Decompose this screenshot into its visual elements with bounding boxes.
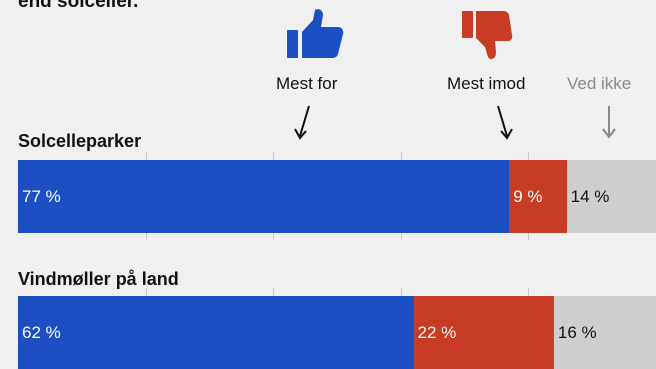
- bar-row-vindmoller: 62 % 22 % 16 %: [18, 296, 656, 369]
- data-label-unknown: 14 %: [570, 186, 610, 206]
- data-label-against: 22 %: [417, 322, 457, 342]
- legend-label-for: Mest for: [276, 74, 338, 93]
- bar-segment-for: 77 %: [18, 160, 510, 233]
- data-label-for: 77 %: [22, 186, 61, 206]
- data-label-unknown: 16 %: [557, 322, 597, 342]
- bar-segment-against: 9 %: [509, 160, 567, 233]
- thumbs-down-icon: [461, 9, 513, 61]
- thumbs-up-icon: [286, 9, 344, 59]
- bar-row-solcelleparker: 77 % 9 % 14 %: [18, 160, 656, 233]
- category-title-solcelleparker: Solcelleparker: [18, 131, 142, 151]
- bar-segment-unknown: 14 %: [566, 160, 656, 233]
- category-title-vindmoller: Vindmøller på land: [18, 269, 179, 289]
- data-label-for: 62 %: [22, 322, 61, 342]
- legend-label-against: Mest imod: [447, 74, 526, 93]
- bar-segment-unknown: 16 %: [553, 296, 656, 369]
- bar-segment-against: 22 %: [413, 296, 554, 369]
- arrow-down-icon: [600, 104, 618, 145]
- intro-text: end solceller.: [18, 0, 139, 12]
- bar-segment-for: 62 %: [18, 296, 414, 369]
- data-label-against: 9 %: [513, 186, 543, 206]
- arrow-against-icon: [494, 104, 514, 145]
- legend-label-unknown: Ved ikke: [567, 74, 632, 93]
- arrow-for-icon: [294, 104, 314, 145]
